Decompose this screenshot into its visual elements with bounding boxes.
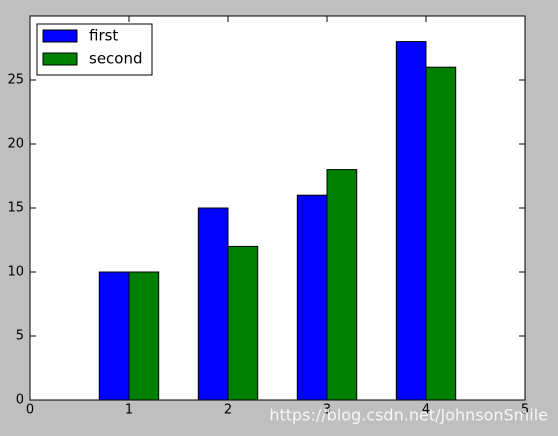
x-tick-label: 0: [26, 403, 34, 418]
bar: [197, 207, 229, 401]
y-tick-label: 0: [16, 393, 24, 408]
x-tick-label: 3: [323, 403, 331, 418]
y-tick-label: 25: [7, 73, 24, 88]
bar: [425, 66, 457, 401]
bar: [227, 245, 259, 401]
y-tick-label: 5: [16, 329, 24, 344]
y-tick-label: 20: [7, 137, 24, 152]
bar: [98, 271, 130, 401]
legend-swatch: [42, 29, 78, 43]
bar: [296, 194, 328, 401]
bar: [128, 271, 160, 401]
y-tick-label: 15: [7, 201, 24, 216]
x-tick-label: 2: [224, 403, 232, 418]
bar: [395, 41, 427, 401]
legend-swatch: [42, 52, 78, 66]
legend-label: second: [89, 50, 143, 68]
x-tick-label: 5: [521, 403, 529, 418]
x-tick-label: 1: [125, 403, 133, 418]
legend-label: first: [89, 27, 118, 45]
y-tick-label: 10: [7, 265, 24, 280]
watermark: https://blog.csdn.net/JohnsonSmile: [269, 406, 548, 425]
bar: [326, 169, 358, 401]
x-tick-label: 4: [422, 403, 430, 418]
